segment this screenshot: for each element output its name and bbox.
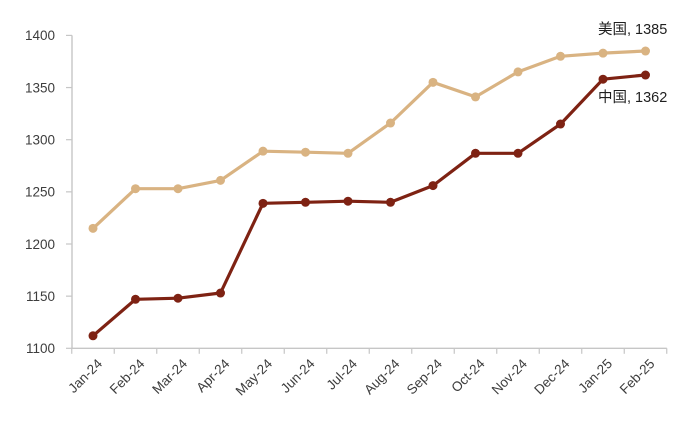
data-point-marker [216,175,225,185]
data-point-marker [301,147,310,157]
x-tick-label: Nov-24 [489,356,531,398]
data-point-marker [88,331,98,341]
data-point-marker [343,148,353,158]
y-tick-label: 1200 [25,237,55,252]
x-tick-label: Oct-24 [448,356,488,396]
y-tick-label: 1250 [25,185,55,200]
x-tick-label: Jun-24 [278,356,318,396]
x-tick-label: Mar-24 [149,356,190,397]
y-tick-label: 1300 [25,133,55,148]
data-point-marker [343,196,353,206]
y-tick-label: 1150 [26,289,55,304]
data-point-marker [173,293,183,303]
x-tick-label: Apr-24 [193,356,233,396]
data-point-marker [386,118,395,128]
series-line-cn [91,73,648,338]
data-point-marker [428,77,438,87]
series-end-label-cn: 中国, 1362 [598,89,667,106]
x-tick-label: May-24 [233,356,276,399]
data-point-marker [641,70,650,80]
data-point-marker [598,74,608,84]
y-tick-label: 1400 [25,28,55,43]
y-tick-label: 1350 [25,80,55,95]
data-point-marker [556,51,565,61]
x-tick-label: Jan-24 [65,356,105,396]
x-tick-label: Sep-24 [404,356,446,398]
data-point-marker [641,46,650,56]
x-tick-label: Dec-24 [531,356,573,398]
series-end-label-us: 美国, 1385 [598,21,667,38]
x-tick-label: Aug-24 [361,356,403,398]
data-point-marker [471,148,480,158]
x-tick-label: Jan-25 [575,356,615,396]
data-point-marker [131,294,140,304]
y-tick-label: 1100 [26,341,55,356]
data-point-marker [471,92,480,102]
data-point-marker [386,197,395,207]
data-point-marker [556,119,565,129]
data-point-marker [513,148,523,158]
data-point-marker [258,198,268,208]
data-point-marker [88,223,98,233]
data-point-marker [131,184,140,194]
x-tick-label: Feb-25 [617,356,658,397]
x-tick-label: Jul-24 [324,356,361,393]
data-point-marker [216,288,225,298]
data-point-marker [301,197,310,207]
data-point-marker [513,67,523,77]
data-point-marker [173,184,183,194]
data-point-marker [258,146,268,156]
data-point-marker [598,48,608,58]
series-line-us [91,49,648,230]
x-tick-label: Feb-24 [107,356,148,397]
data-point-marker [428,181,438,191]
